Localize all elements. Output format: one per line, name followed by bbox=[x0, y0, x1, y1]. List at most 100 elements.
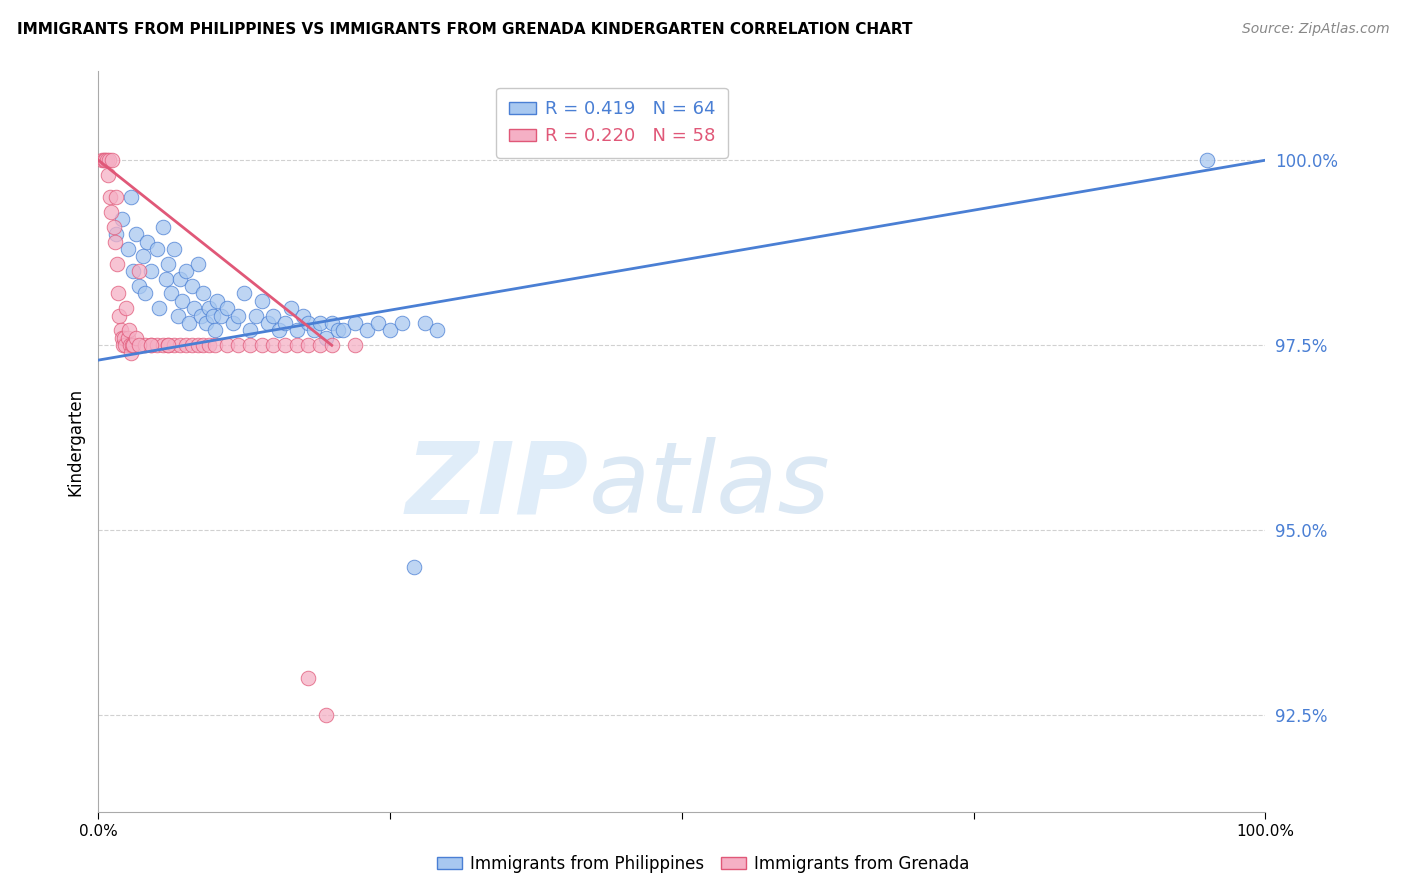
Point bbox=[104, 227, 127, 242]
Point bbox=[402, 560, 425, 574]
Point bbox=[174, 264, 197, 278]
Point bbox=[174, 338, 197, 352]
Point bbox=[163, 242, 186, 256]
Point bbox=[413, 316, 436, 330]
Point bbox=[139, 264, 162, 278]
Text: ZIP: ZIP bbox=[405, 437, 589, 534]
Point bbox=[155, 271, 177, 285]
Point bbox=[309, 338, 332, 352]
Point bbox=[183, 301, 205, 316]
Point bbox=[1197, 153, 1219, 168]
Point bbox=[344, 338, 367, 352]
Point bbox=[128, 279, 150, 293]
Legend: R = 0.419   N = 64, R = 0.220   N = 58: R = 0.419 N = 64, R = 0.220 N = 58 bbox=[496, 87, 728, 158]
Point bbox=[157, 338, 180, 352]
Point bbox=[344, 316, 367, 330]
Point bbox=[157, 338, 180, 352]
Point bbox=[148, 301, 170, 316]
Point bbox=[118, 338, 141, 352]
Point bbox=[146, 338, 169, 352]
Point bbox=[104, 235, 127, 249]
Point bbox=[159, 286, 181, 301]
Point bbox=[239, 324, 262, 338]
Point bbox=[297, 672, 319, 686]
Legend: Immigrants from Philippines, Immigrants from Grenada: Immigrants from Philippines, Immigrants … bbox=[430, 848, 976, 880]
Y-axis label: Kindergarten: Kindergarten bbox=[66, 387, 84, 496]
Point bbox=[321, 316, 343, 330]
Point bbox=[166, 309, 188, 323]
Text: atlas: atlas bbox=[589, 437, 830, 534]
Point bbox=[326, 324, 349, 338]
Point bbox=[125, 227, 148, 242]
Point bbox=[132, 250, 155, 264]
Point bbox=[111, 212, 134, 227]
Point bbox=[194, 316, 217, 330]
Point bbox=[250, 293, 273, 308]
Point bbox=[239, 338, 262, 352]
Point bbox=[285, 324, 308, 338]
Point bbox=[134, 338, 156, 352]
Point bbox=[110, 324, 132, 338]
Point bbox=[332, 324, 354, 338]
Point bbox=[117, 242, 139, 256]
Point bbox=[169, 338, 191, 352]
Point bbox=[128, 338, 150, 352]
Point bbox=[117, 331, 139, 345]
Point bbox=[136, 235, 159, 249]
Point bbox=[274, 316, 297, 330]
Point bbox=[315, 708, 337, 723]
Point bbox=[269, 324, 291, 338]
Point bbox=[122, 264, 145, 278]
Point bbox=[180, 338, 202, 352]
Point bbox=[111, 338, 134, 352]
Point bbox=[134, 286, 156, 301]
Point bbox=[103, 219, 125, 234]
Point bbox=[107, 286, 129, 301]
Point bbox=[274, 338, 297, 352]
Point bbox=[201, 309, 224, 323]
Point bbox=[111, 331, 134, 345]
Point bbox=[139, 338, 162, 352]
Point bbox=[128, 264, 150, 278]
Point bbox=[118, 324, 141, 338]
Point bbox=[101, 153, 124, 168]
Point bbox=[96, 153, 118, 168]
Point bbox=[179, 316, 201, 330]
Point bbox=[94, 153, 117, 168]
Point bbox=[93, 153, 115, 168]
Point bbox=[163, 338, 186, 352]
Point bbox=[215, 338, 238, 352]
Point bbox=[204, 338, 226, 352]
Point bbox=[187, 338, 209, 352]
Point bbox=[221, 316, 243, 330]
Point bbox=[315, 331, 337, 345]
Point bbox=[280, 301, 302, 316]
Point bbox=[228, 309, 250, 323]
Point bbox=[193, 338, 215, 352]
Point bbox=[120, 345, 142, 359]
Point bbox=[105, 257, 128, 271]
Point bbox=[321, 338, 343, 352]
Point bbox=[108, 309, 131, 323]
Point bbox=[187, 257, 209, 271]
Point bbox=[193, 286, 215, 301]
Point bbox=[114, 338, 136, 352]
Point bbox=[172, 293, 194, 308]
Point bbox=[391, 316, 413, 330]
Point bbox=[104, 190, 127, 204]
Point bbox=[112, 331, 135, 345]
Point bbox=[180, 279, 202, 293]
Text: IMMIGRANTS FROM PHILIPPINES VS IMMIGRANTS FROM GRENADA KINDERGARTEN CORRELATION : IMMIGRANTS FROM PHILIPPINES VS IMMIGRANT… bbox=[17, 22, 912, 37]
Point bbox=[215, 301, 238, 316]
Text: Source: ZipAtlas.com: Source: ZipAtlas.com bbox=[1241, 22, 1389, 37]
Point bbox=[262, 338, 284, 352]
Point bbox=[198, 338, 221, 352]
Point bbox=[245, 309, 267, 323]
Point bbox=[297, 316, 319, 330]
Point bbox=[97, 153, 120, 168]
Point bbox=[157, 257, 180, 271]
Point bbox=[291, 309, 314, 323]
Point bbox=[152, 219, 174, 234]
Point bbox=[98, 190, 121, 204]
Point bbox=[120, 190, 142, 204]
